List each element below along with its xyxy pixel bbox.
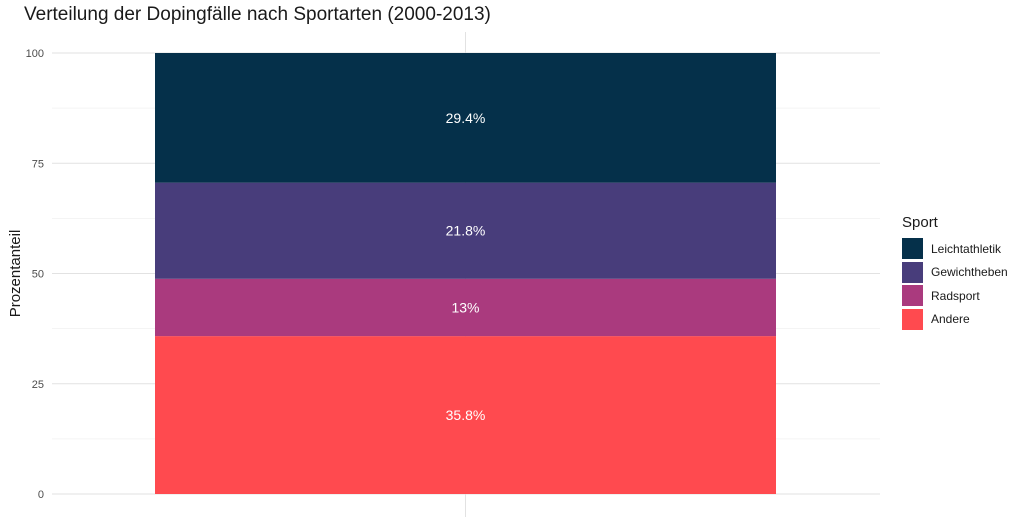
legend-swatch [902, 285, 923, 307]
data-label: 21.8% [446, 223, 486, 239]
legend-label: Radsport [931, 288, 980, 303]
data-label: 35.8% [446, 407, 486, 423]
legend-swatch [902, 238, 923, 260]
y-tick-label: 75 [32, 158, 44, 170]
y-tick-label: 100 [26, 48, 44, 60]
y-tick-label: 0 [38, 489, 44, 501]
bar-segment-radsport [155, 278, 776, 337]
legend-item: Radsport [902, 284, 1008, 308]
bar-segment-andere [155, 336, 776, 494]
legend-item: Andere [902, 308, 1008, 332]
y-axis-label: Prozentanteil [7, 230, 24, 318]
chart-title: Verteilung der Dopingfälle nach Sportart… [24, 4, 491, 25]
bar-segment-leichtathletik [155, 53, 776, 183]
legend: Sport Leichtathletik Gewichtheben Radsport… [902, 214, 1008, 331]
legend-label: Andere [931, 312, 970, 327]
data-label: 13% [451, 299, 479, 315]
legend-swatch [902, 261, 923, 283]
y-tick-label: 25 [32, 379, 44, 391]
legend-item: Leichtathletik [902, 237, 1008, 261]
legend-item: Gewichtheben [902, 261, 1008, 285]
bar-segment-gewichtheben [155, 182, 776, 279]
y-tick-label: 50 [32, 269, 44, 281]
legend-swatch [902, 308, 923, 330]
legend-label: Leichtathletik [931, 241, 1002, 256]
legend-label: Gewichtheben [931, 265, 1008, 280]
data-label: 29.4% [446, 110, 486, 126]
legend-title: Sport [902, 214, 938, 231]
